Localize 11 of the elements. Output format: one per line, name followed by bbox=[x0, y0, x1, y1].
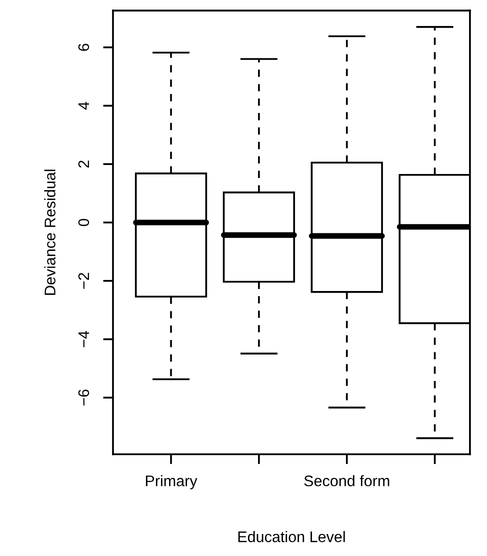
y-tick-label: 4 bbox=[78, 102, 89, 110]
y-tick-label: −2 bbox=[78, 272, 89, 289]
y-tick-label: 6 bbox=[78, 44, 90, 51]
y-tick-label: −6 bbox=[78, 390, 90, 406]
y-axis-title: Deviance Residual bbox=[44, 170, 56, 295]
x-tick-label: Second form bbox=[304, 475, 390, 486]
x-axis-title: Education Level bbox=[238, 530, 345, 542]
x-tick-label: Primary bbox=[146, 475, 198, 490]
y-tick-label: −4 bbox=[78, 330, 89, 348]
y-tick-label: 2 bbox=[78, 160, 89, 168]
y-tick-label: 0 bbox=[78, 218, 90, 226]
